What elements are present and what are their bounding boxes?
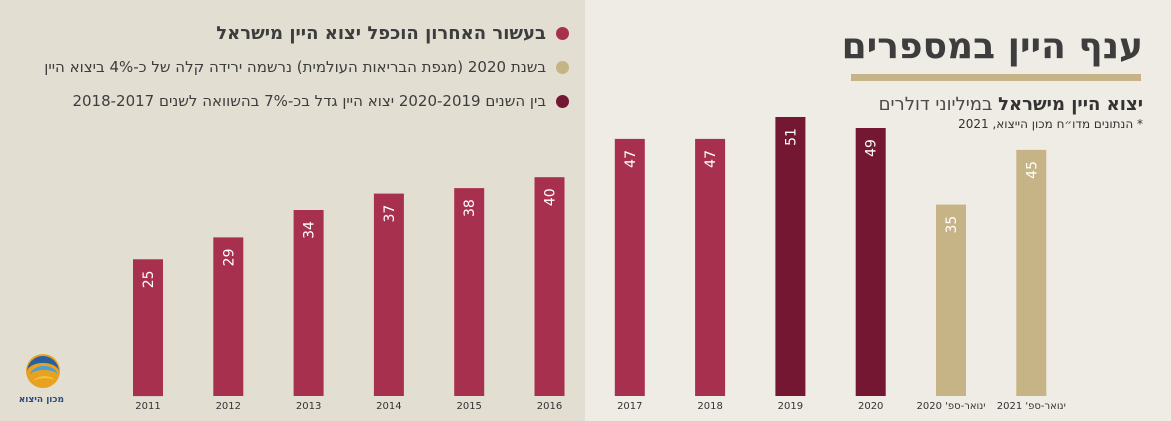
bullet-dot-icon	[556, 60, 569, 74]
bar-1	[213, 237, 244, 396]
bullet-text: בעשור האחרון הוכפל יצוא היין מישראל	[216, 22, 546, 44]
bullet-item: בעשור האחרון הוכפל יצוא היין מישראל	[0, 16, 569, 50]
chart-subtitle: יצוא היין מישראל במיליוני דולרים	[879, 94, 1143, 115]
bar-5	[534, 177, 565, 396]
x-tick-label: 2016	[537, 401, 562, 412]
page-title: ענף היין במספרים	[841, 26, 1143, 67]
x-tick-label: 2011	[135, 401, 160, 412]
export-institute-logo-icon	[26, 354, 60, 388]
x-tick-label: 2012	[216, 401, 241, 412]
bar-value-label: 45	[1024, 161, 1040, 179]
x-tick-label: ינואר-ספ' 2021	[997, 401, 1066, 412]
bar-6	[614, 138, 645, 396]
bullet-text: בשנת 2020 (מגפת הבריאות העולמית) נרשמה י…	[44, 58, 546, 76]
bullet-dot-icon	[556, 26, 569, 40]
x-tick-label: 2019	[778, 401, 803, 412]
x-tick-label: 2018	[697, 401, 722, 412]
bar-3	[373, 193, 404, 396]
x-tick-label: 2015	[456, 401, 481, 412]
bar-9	[855, 128, 886, 396]
x-tick-label: ינואר-ספ' 2020	[916, 401, 985, 412]
bar-value-label: 25	[141, 270, 157, 288]
bar-4	[454, 188, 485, 396]
x-tick-label: 2014	[376, 401, 401, 412]
bar-2	[293, 210, 324, 396]
x-tick-label: 2013	[296, 401, 321, 412]
x-tick-label: 2017	[617, 401, 642, 412]
bar-value-label: 37	[382, 205, 398, 223]
bullet-list: בעשור האחרון הוכפל יצוא היין מישראל בשנת…	[0, 16, 569, 118]
bar-8	[775, 117, 806, 396]
bar-10	[936, 204, 966, 396]
bar-value-label: 47	[703, 150, 719, 168]
bar-value-label: 29	[221, 248, 237, 266]
bullet-text: בין השנים 2020-2019 יצוא היין גדל בכ-7% …	[72, 92, 546, 110]
left-panel	[0, 0, 585, 421]
bar-value-label: 38	[462, 199, 478, 217]
bar-value-label: 51	[783, 128, 799, 146]
bar-value-label: 34	[302, 221, 318, 239]
x-tick-label: 2020	[858, 401, 883, 412]
title-underline	[851, 74, 1141, 81]
bar-0	[133, 259, 163, 397]
bar-value-label: 40	[543, 188, 559, 206]
bullet-item: בין השנים 2020-2019 יצוא היין גדל בכ-7% …	[0, 84, 569, 118]
bullet-item: בשנת 2020 (מגפת הבריאות העולמית) נרשמה י…	[0, 50, 569, 84]
bar-value-label: 47	[623, 150, 639, 168]
subtitle-bold: יצוא היין מישראל	[998, 94, 1143, 115]
bar-value-label: 49	[864, 139, 880, 157]
logo: מכון היצוא	[18, 352, 64, 405]
logo-text: מכון היצוא	[18, 395, 64, 405]
bar-11	[1016, 149, 1047, 396]
source-note: * הנתונים מדו״ח מכון הייצוא, 2021	[958, 117, 1143, 131]
bullet-dot-icon	[556, 94, 569, 108]
subtitle-rest: במיליוני דולרים	[878, 94, 999, 115]
bar-7	[695, 138, 726, 396]
bar-value-label: 35	[944, 216, 960, 234]
